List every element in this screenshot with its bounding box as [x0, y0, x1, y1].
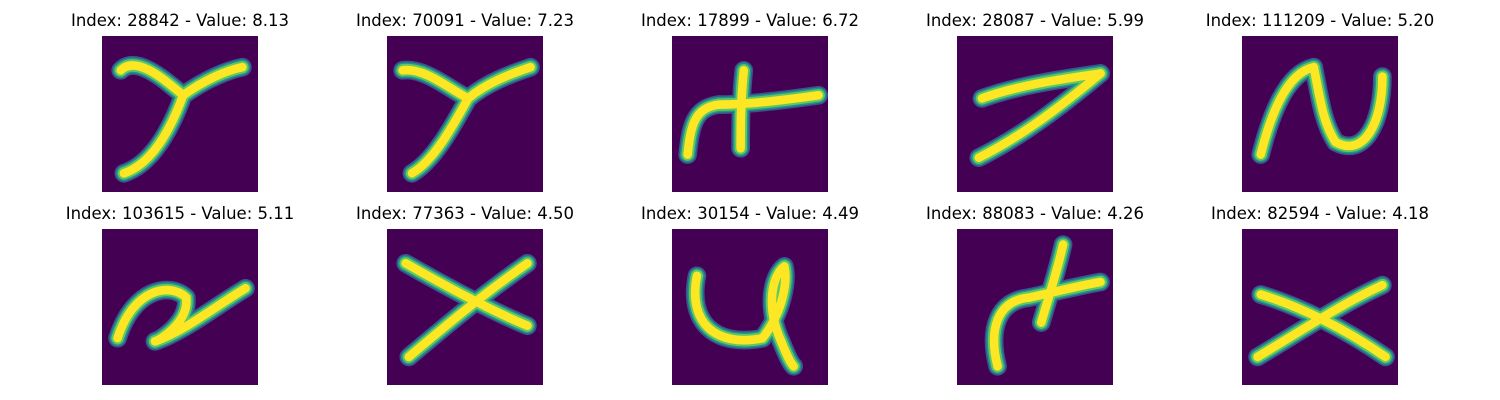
sample-image: [102, 229, 258, 385]
sample-panel: Index: 70091 - Value: 7.23: [345, 11, 585, 201]
sample-title: Index: 82594 - Value: 4.18: [1210, 204, 1429, 223]
sample-title: Index: 28842 - Value: 8.13: [70, 11, 289, 30]
sample-panel: Index: 82594 - Value: 4.18: [1200, 204, 1440, 394]
sample-image: [1242, 36, 1398, 192]
sample-title: Index: 17899 - Value: 6.72: [640, 11, 859, 30]
sample-image: [1242, 229, 1398, 385]
sample-title: Index: 103615 - Value: 5.11: [65, 204, 295, 223]
sample-title: Index: 77363 - Value: 4.50: [355, 204, 574, 223]
sample-panel: Index: 28842 - Value: 8.13: [60, 11, 300, 201]
sample-panel: Index: 88083 - Value: 4.26: [915, 204, 1155, 394]
sample-image: [387, 229, 543, 385]
sample-image: [957, 36, 1113, 192]
sample-image: [672, 36, 828, 192]
sample-panel: Index: 30154 - Value: 4.49: [630, 204, 870, 394]
sample-image: [957, 229, 1113, 385]
sample-panel: Index: 28087 - Value: 5.99: [915, 11, 1155, 201]
sample-image: [387, 36, 543, 192]
sample-panel: Index: 111209 - Value: 5.20: [1200, 11, 1440, 201]
sample-image: [672, 229, 828, 385]
sample-title: Index: 111209 - Value: 5.20: [1205, 11, 1435, 30]
sample-title: Index: 88083 - Value: 4.26: [925, 204, 1144, 223]
sample-title: Index: 28087 - Value: 5.99: [925, 11, 1144, 30]
sample-panel: Index: 77363 - Value: 4.50: [345, 204, 585, 394]
sample-title: Index: 30154 - Value: 4.49: [640, 204, 859, 223]
sample-panel: Index: 103615 - Value: 5.11: [60, 204, 300, 394]
sample-panel: Index: 17899 - Value: 6.72: [630, 11, 870, 201]
sample-image: [102, 36, 258, 192]
sample-title: Index: 70091 - Value: 7.23: [355, 11, 574, 30]
